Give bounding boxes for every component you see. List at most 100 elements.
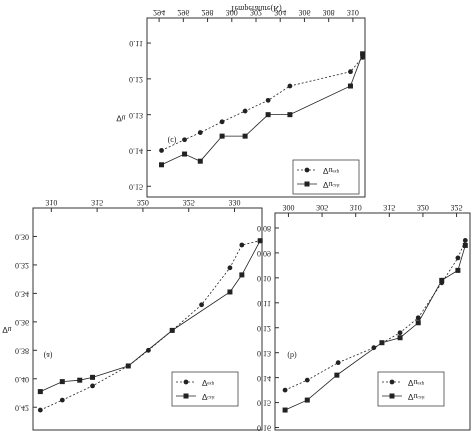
x-tick-label: 296 [177, 8, 189, 17]
series-line [161, 57, 363, 151]
legend-label: ∇uᶜᵃˡᶜ [322, 180, 340, 189]
x-tick-label: 315 [383, 203, 395, 212]
data-point [159, 162, 165, 168]
x-tick-label: 325 [183, 198, 195, 207]
x-tick-label: 305 [316, 203, 328, 212]
y-tick-label: 0.12 [257, 324, 271, 333]
y-tick-label: 0.14 [257, 374, 271, 383]
y-tick-label: 0.38 [15, 346, 29, 355]
y-tick-label: 0.08 [257, 224, 271, 233]
y-tick-label: 0.09 [257, 249, 271, 258]
panel-label: (a) [44, 351, 53, 360]
data-point [287, 112, 293, 118]
plot-frame [32, 207, 263, 431]
data-point [415, 315, 421, 321]
data-point [242, 108, 248, 114]
legend-label: ∇ᵉˣᵖ [201, 378, 215, 387]
data-point [37, 407, 43, 413]
y-tick-label: 0.34 [15, 290, 29, 299]
y-axis-label: ∇u [115, 114, 125, 123]
y-tick-label: 0.13 [129, 111, 143, 120]
data-point [379, 340, 385, 346]
legend-marker [389, 393, 395, 399]
x-axis-label: Temperature(K) [230, 4, 282, 13]
data-point [169, 327, 175, 333]
legend-label: ∇uᵉˣᵖ [322, 166, 340, 175]
legend-marker [304, 181, 310, 187]
legend-label: ∇uᵉˣᵖ [407, 378, 425, 387]
y-tick-label: 0.30 [15, 233, 29, 242]
series-line [161, 53, 363, 166]
x-tick-label: 315 [91, 198, 103, 207]
data-point [462, 242, 468, 248]
legend-marker [304, 167, 310, 173]
data-point [348, 69, 353, 75]
data-point [125, 363, 131, 369]
y-tick-label: 0.11 [257, 299, 271, 308]
legend-marker [389, 379, 395, 385]
data-point [219, 133, 225, 139]
y-tick-label: 0.36 [15, 318, 29, 327]
data-point [397, 335, 403, 341]
legend-label: ∇uᶜᵃˡᶜ [407, 392, 425, 401]
data-point [335, 360, 341, 366]
y-tick-label: 0.32 [15, 261, 29, 270]
y-tick-label: 0.16 [257, 424, 271, 433]
data-point [304, 397, 310, 403]
x-tick-label: 330 [229, 198, 241, 207]
x-tick-label: 310 [347, 8, 359, 17]
data-point [242, 133, 248, 139]
data-point [347, 83, 353, 89]
legend-box [292, 159, 360, 195]
data-point [287, 83, 293, 89]
x-tick-label: 304 [274, 8, 286, 17]
data-point [59, 379, 65, 385]
x-tick-label: 310 [45, 198, 57, 207]
data-point [159, 148, 164, 153]
x-tick-label: 298 [202, 8, 214, 17]
x-tick-label: 320 [417, 203, 429, 212]
data-point [182, 137, 187, 143]
x-tick-label: 310 [350, 203, 362, 212]
data-point [265, 112, 271, 118]
data-point [334, 372, 340, 378]
legend-label: ∇ᶜᵃˡᶜ [201, 392, 215, 401]
y-axis-label: ∇u [1, 325, 11, 334]
legend-marker [183, 393, 189, 399]
data-point [77, 377, 83, 383]
data-point [304, 377, 310, 383]
data-point [227, 289, 233, 295]
y-tick-label: 0.12 [129, 75, 143, 84]
panel-label: (c) [168, 136, 177, 145]
data-point [239, 272, 245, 278]
data-point [360, 51, 366, 57]
series-line [284, 240, 466, 391]
x-tick-label: 294 [153, 8, 165, 17]
data-point [37, 389, 43, 395]
data-point [197, 158, 203, 164]
y-tick-label: 0.40 [15, 375, 29, 384]
y-tick-label: 0.15 [257, 399, 271, 408]
data-point [90, 374, 96, 380]
data-point [199, 302, 204, 308]
legend-box [377, 371, 445, 407]
x-tick-label: 325 [451, 203, 463, 212]
plot-frame [274, 212, 471, 431]
data-point [239, 242, 245, 248]
panel-label: (b) [287, 351, 297, 360]
x-tick-label: 308 [323, 8, 335, 17]
data-point [397, 330, 403, 336]
data-point [282, 407, 288, 413]
legend-box [171, 371, 239, 407]
y-tick-label: 0.13 [257, 349, 271, 358]
data-point [197, 130, 203, 135]
data-point [455, 267, 461, 273]
y-tick-label: 0.10 [257, 274, 271, 283]
data-point [282, 387, 288, 393]
data-point [462, 238, 468, 243]
data-point [257, 238, 263, 244]
data-point [219, 119, 225, 125]
y-tick-label: 0.14 [129, 147, 143, 156]
